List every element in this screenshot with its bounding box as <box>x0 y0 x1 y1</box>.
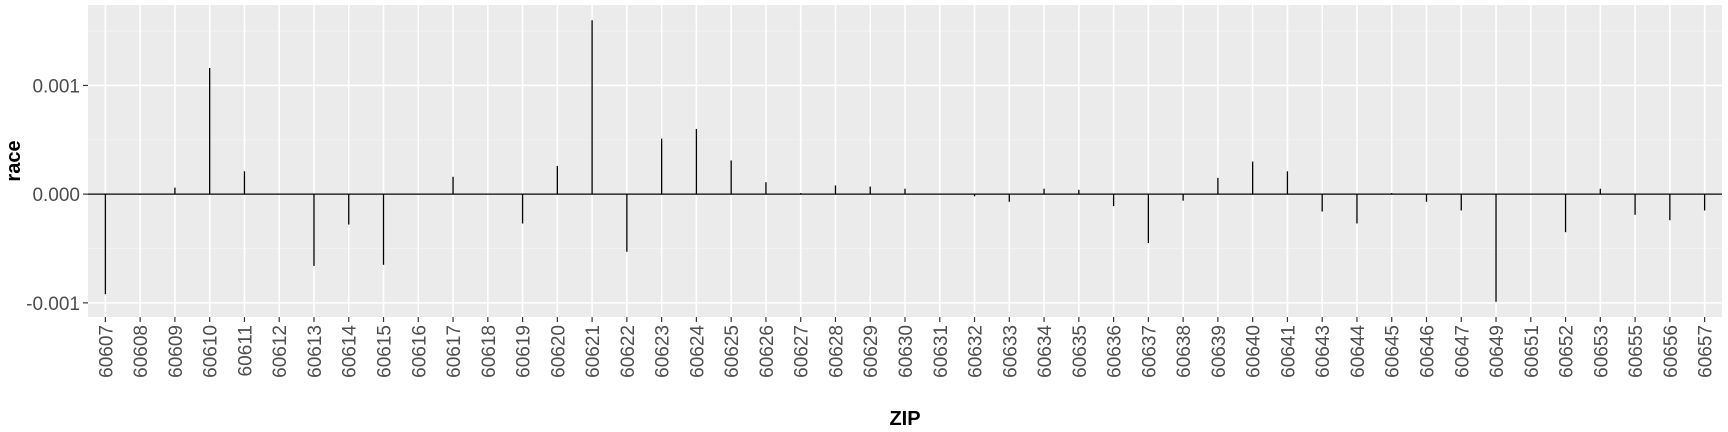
x-tick-label: 60630 <box>896 325 917 378</box>
y-axis-title: race <box>3 140 25 181</box>
x-tick-label: 60638 <box>1174 325 1195 378</box>
x-tick-label: 60625 <box>722 325 743 378</box>
x-tick-label: 60614 <box>340 325 361 378</box>
x-tick-label: 60611 <box>235 325 256 376</box>
x-tick-label: 60656 <box>1661 325 1682 378</box>
x-tick-label: 60641 <box>1278 325 1299 378</box>
x-tick-label: 60632 <box>966 325 987 378</box>
x-tick-label: 60619 <box>514 325 535 378</box>
x-tick-label: 60646 <box>1417 325 1438 378</box>
x-tick-label: 60636 <box>1105 325 1126 378</box>
x-tick-label: 60624 <box>687 325 708 378</box>
x-tick-label: 60628 <box>826 325 847 378</box>
x-tick-label: 60629 <box>861 325 882 378</box>
x-axis-ticks: 60607 60608 60609 60610 60611 60612 60613 60614… <box>96 317 1717 378</box>
x-tick-label: 60616 <box>409 325 430 378</box>
x-tick-label: 60634 <box>1035 325 1056 378</box>
y-axis-ticks: -0.001 0.000 0.001 <box>26 76 88 315</box>
x-tick-label: 60637 <box>1139 325 1160 378</box>
x-tick-label: 60652 <box>1557 325 1578 378</box>
x-tick-label: 60640 <box>1244 325 1265 378</box>
x-tick-label: 60647 <box>1452 325 1473 378</box>
x-tick-label: 60612 <box>270 325 291 378</box>
x-tick-label: 60644 <box>1348 325 1369 378</box>
x-tick-label: 60631 <box>931 325 952 378</box>
x-tick-label: 60633 <box>1000 325 1021 378</box>
x-tick-label: 60643 <box>1313 325 1334 378</box>
x-tick-label: 60657 <box>1696 325 1717 378</box>
x-tick-label: 60649 <box>1487 325 1508 378</box>
x-tick-label: 60622 <box>618 325 639 378</box>
x-tick-label: 60651 <box>1522 325 1543 378</box>
y-tick-label: 0.001 <box>32 76 80 97</box>
x-tick-label: 60645 <box>1383 325 1404 378</box>
x-tick-label: 60617 <box>444 325 465 378</box>
x-tick-label: 60655 <box>1626 325 1647 378</box>
x-tick-label: 60620 <box>548 325 569 378</box>
x-tick-label: 60607 <box>96 325 117 378</box>
x-tick-label: 60621 <box>583 325 604 378</box>
x-tick-label: 60653 <box>1591 325 1612 378</box>
x-tick-label: 60615 <box>375 325 396 378</box>
x-tick-label: 60613 <box>305 325 326 378</box>
y-tick-label: -0.001 <box>26 294 80 315</box>
x-tick-label: 60608 <box>131 325 152 378</box>
x-tick-label: 60610 <box>201 325 222 378</box>
x-tick-label: 60609 <box>166 325 187 378</box>
y-tick-label: 0.000 <box>32 185 80 206</box>
x-tick-label: 60623 <box>653 325 674 378</box>
x-tick-label: 60618 <box>479 325 500 378</box>
x-axis-title: ZIP <box>889 408 920 430</box>
bars <box>88 20 1722 302</box>
x-tick-label: 60639 <box>1209 325 1230 378</box>
x-tick-label: 60627 <box>792 325 813 378</box>
x-tick-label: 60626 <box>757 325 778 378</box>
x-tick-label: 60635 <box>1070 325 1091 378</box>
